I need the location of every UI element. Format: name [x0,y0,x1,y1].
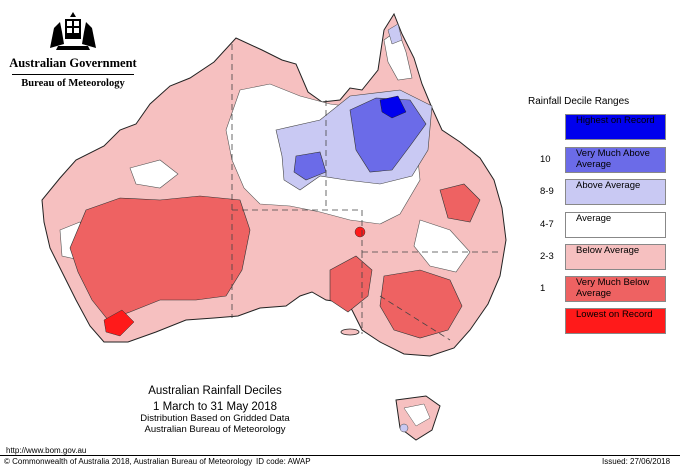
map-caption: Australian Rainfall Deciles 1 March to 3… [140,385,289,435]
very-much-below-qld [439,183,481,223]
lowest-record-sw [103,309,135,337]
logo-divider [12,74,134,75]
legend-row: Lowest on Record [540,308,680,334]
state-borders [231,44,500,341]
legend-row: 8-9 Above Average [540,179,680,205]
lowest-record-spot [354,226,366,238]
legend-swatch [565,276,666,302]
issued-date: Issued: 27/06/2018 [602,457,671,466]
government-title: Australian Government [9,56,137,70]
legend-decile-code: 1 [540,283,546,294]
legend-label: Average [576,213,612,224]
legend-row: 1 Very Much Below Average [540,276,680,302]
legend-swatch [565,179,666,205]
government-logo: Australian Government Bureau of Meteorol… [8,10,138,89]
legend-label: Very Much Below Average [576,277,650,299]
highest-record-region [379,95,407,119]
caption-dates: 1 March to 31 May 2018 [152,401,277,413]
footer-divider [0,455,680,456]
average-region-east [413,219,471,273]
coat-of-arms-icon [50,12,96,50]
legend-label: Below Average [576,245,640,256]
tasmania-below [403,403,431,427]
id-code: ID code: AWAP [256,457,311,466]
above-average-cape [387,23,403,45]
caption-line1: Distribution Based on Gridded Data [140,413,290,424]
legend-row: 2-3 Below Average [540,244,680,270]
legend-decile-code: 2-3 [540,251,554,262]
bom-url-link[interactable]: http://www.bom.gov.au [6,446,87,455]
very-much-below-vic-nsw [379,269,463,339]
copyright-text: © Commonwealth of Australia 2018, Austra… [4,457,253,466]
legend-row: Highest on Record [540,114,680,140]
caption-title: Australian Rainfall Deciles [148,385,282,397]
legend-decile-code: 10 [540,154,551,165]
very-much-below-wa [69,195,251,321]
caption-line2: Australian Bureau of Meteorology [144,424,286,435]
legend-label: Highest on Record [576,115,655,126]
legend-title: Rainfall Decile Ranges [528,96,630,107]
very-much-below-sa [329,255,373,313]
legend-swatch [565,212,666,238]
legend-decile-code: 8-9 [540,186,554,197]
legend-swatch [565,244,666,270]
legend-swatch [565,308,666,334]
very-much-above-west [293,151,327,181]
legend-label: Above Average [576,180,641,191]
legend-row: 10 Very Much Above Average [540,147,680,173]
legend-row: 4-7 Average [540,212,680,238]
average-region-nw [129,159,179,189]
kangaroo-island [340,328,360,336]
legend-swatch [565,114,666,140]
tasmania-above [399,423,409,433]
legend-label: Very Much Above Average [576,148,650,170]
legend-decile-code: 4-7 [540,219,554,230]
legend-swatch [565,147,666,173]
bureau-title: Bureau of Meteorology [21,78,125,89]
legend-label: Lowest on Record [576,309,653,320]
